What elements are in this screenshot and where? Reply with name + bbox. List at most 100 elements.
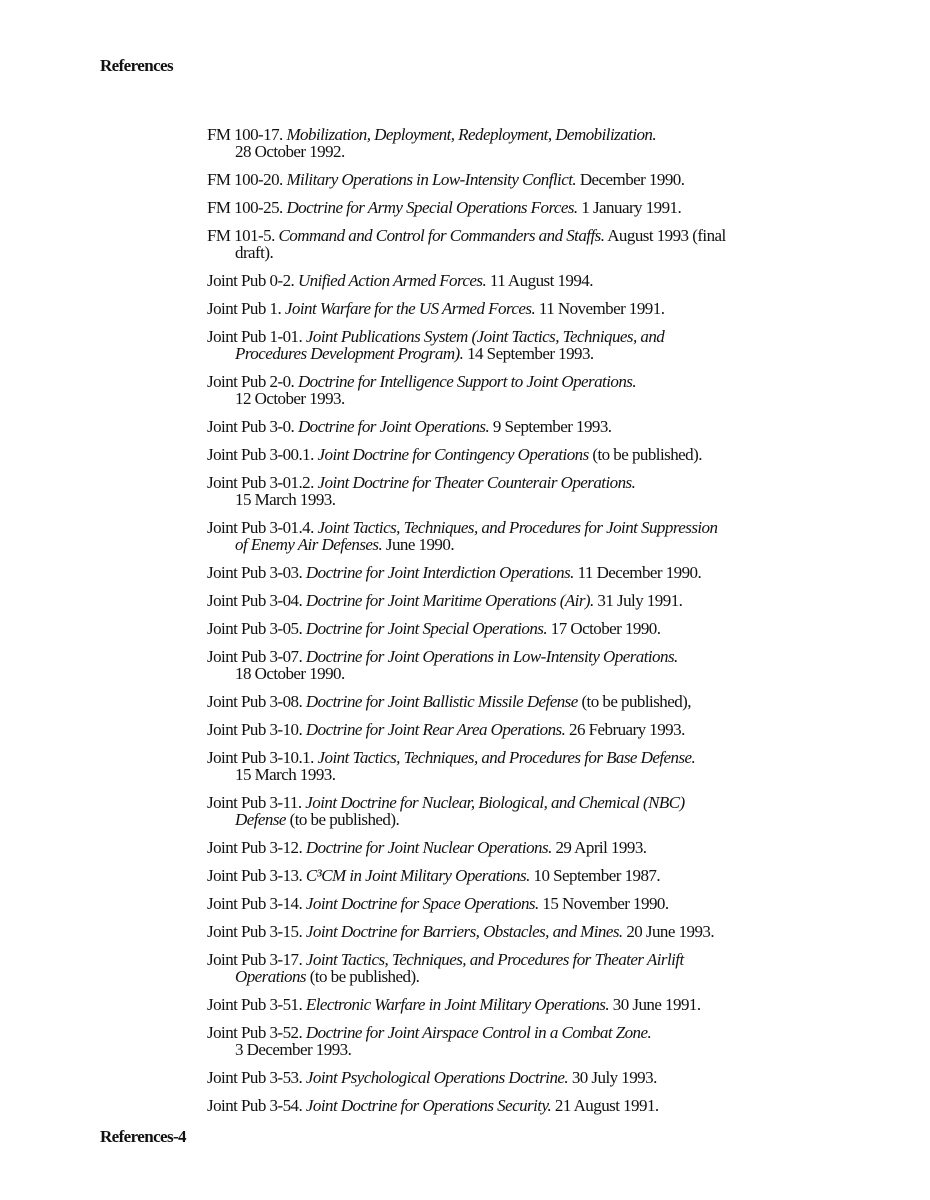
reference-detail: 11 August 1994.	[489, 271, 594, 290]
reference-detail: June 1990.	[385, 535, 455, 554]
reference-line-2: 18 October 1990.	[207, 665, 807, 682]
reference-entry: Joint Pub 3-03. Doctrine for Joint Inter…	[207, 564, 807, 581]
reference-entry: Joint Pub 3-53. Joint Psychological Oper…	[207, 1069, 807, 1086]
reference-title: Doctrine for Joint Special Operations.	[305, 619, 548, 638]
reference-line-1: Joint Pub 2-0. Doctrine for Intelligence…	[207, 373, 807, 390]
reference-detail: 15 November 1990.	[542, 894, 669, 913]
reference-number: Joint Pub 3-52.	[207, 1023, 303, 1042]
reference-line-1: Joint Pub 3-51. Electronic Warfare in Jo…	[207, 996, 807, 1013]
reference-title: Electronic Warfare in Joint Military Ope…	[305, 995, 610, 1014]
reference-number: Joint Pub 3-0.	[207, 417, 295, 436]
reference-entry: Joint Pub 3-01.2. Joint Doctrine for The…	[207, 474, 807, 508]
reference-detail: 30 June 1991.	[612, 995, 701, 1014]
reference-line-2: 3 December 1993.	[207, 1041, 807, 1058]
reference-line-1: Joint Pub 3-54. Joint Doctrine for Opera…	[207, 1097, 807, 1114]
reference-entry: Joint Pub 3-05. Doctrine for Joint Speci…	[207, 620, 807, 637]
reference-line-1: Joint Pub 3-12. Doctrine for Joint Nucle…	[207, 839, 807, 856]
reference-detail: 14 September 1993.	[467, 344, 594, 363]
reference-detail: 30 July 1993.	[571, 1068, 658, 1087]
reference-number: FM 100-20.	[207, 170, 283, 189]
reference-detail: 12 October 1993.	[235, 389, 345, 408]
reference-title: Doctrine for Joint Rear Area Operations.	[305, 720, 566, 739]
reference-detail: 11 December 1990.	[577, 563, 702, 582]
reference-title: Doctrine for Joint Interdiction Operatio…	[305, 563, 575, 582]
reference-entry: FM 101-5. Command and Control for Comman…	[207, 227, 807, 261]
reference-detail: 31 July 1991.	[597, 591, 683, 610]
reference-title: Joint Tactics, Techniques, and Procedure…	[317, 748, 696, 767]
reference-entry: Joint Pub 3-04. Doctrine for Joint Marit…	[207, 592, 807, 609]
reference-line-1: Joint Pub 3-14. Joint Doctrine for Space…	[207, 895, 807, 912]
reference-detail: 17 October 1990.	[550, 619, 661, 638]
reference-detail: December 1990.	[579, 170, 685, 189]
reference-title-continued: Operations	[235, 967, 307, 986]
reference-number: Joint Pub 3-01.2.	[207, 473, 314, 492]
reference-title: Unified Action Armed Forces.	[297, 271, 487, 290]
reference-number: Joint Pub 3-07.	[207, 647, 303, 666]
reference-number: Joint Pub 3-00.1.	[207, 445, 314, 464]
reference-number: Joint Pub 3-53.	[207, 1068, 303, 1087]
reference-entry: Joint Pub 3-01.4. Joint Tactics, Techniq…	[207, 519, 807, 553]
reference-title-continued: of Enemy Air Defenses.	[235, 535, 383, 554]
reference-number: Joint Pub 1-01.	[207, 327, 303, 346]
reference-detail: draft).	[235, 243, 274, 262]
reference-detail: 9 September 1993.	[492, 417, 612, 436]
reference-title: Doctrine for Joint Airspace Control in a…	[305, 1023, 652, 1042]
reference-line-1: Joint Pub 3-08. Doctrine for Joint Balli…	[207, 693, 807, 710]
reference-number: Joint Pub 3-14.	[207, 894, 303, 913]
reference-number: Joint Pub 3-10.	[207, 720, 303, 739]
reference-line-1: Joint Pub 3-05. Doctrine for Joint Speci…	[207, 620, 807, 637]
reference-entry: Joint Pub 2-0. Doctrine for Intelligence…	[207, 373, 807, 407]
reference-entry: Joint Pub 3-0. Doctrine for Joint Operat…	[207, 418, 807, 435]
reference-number: Joint Pub 3-05.	[207, 619, 303, 638]
reference-line-2: Defense (to be published).	[207, 811, 807, 828]
reference-entry: Joint Pub 3-14. Joint Doctrine for Space…	[207, 895, 807, 912]
reference-number: Joint Pub 3-54.	[207, 1096, 303, 1115]
reference-detail: 3 December 1993.	[235, 1040, 352, 1059]
reference-line-2: 28 October 1992.	[207, 143, 807, 160]
reference-title: Joint Doctrine for Barriers, Obstacles, …	[305, 922, 623, 941]
reference-title: Military Operations in Low-Intensity Con…	[286, 170, 577, 189]
reference-line-2: Procedures Development Program). 14 Sept…	[207, 345, 807, 362]
reference-number: Joint Pub 1.	[207, 299, 282, 318]
reference-line-1: Joint Pub 3-00.1. Joint Doctrine for Con…	[207, 446, 807, 463]
reference-entry: Joint Pub 3-00.1. Joint Doctrine for Con…	[207, 446, 807, 463]
reference-line-2: draft).	[207, 244, 807, 261]
page-footer: References-4	[100, 1127, 187, 1146]
reference-list: FM 100-17. Mobilization, Deployment, Red…	[207, 126, 807, 1125]
reference-title: Joint Doctrine for Theater Counterair Op…	[317, 473, 636, 492]
reference-entry: FM 100-20. Military Operations in Low-In…	[207, 171, 807, 188]
reference-line-1: FM 100-17. Mobilization, Deployment, Red…	[207, 126, 807, 143]
reference-line-1: Joint Pub 3-53. Joint Psychological Oper…	[207, 1069, 807, 1086]
reference-title: Doctrine for Joint Operations in Low-Int…	[305, 647, 678, 666]
reference-title-continued: Procedures Development Program).	[235, 344, 464, 363]
reference-entry: Joint Pub 3-15. Joint Doctrine for Barri…	[207, 923, 807, 940]
reference-line-1: Joint Pub 3-04. Doctrine for Joint Marit…	[207, 592, 807, 609]
reference-line-2: 15 March 1993.	[207, 491, 807, 508]
reference-entry: Joint Pub 0-2. Unified Action Armed Forc…	[207, 272, 807, 289]
reference-number: Joint Pub 3-13.	[207, 866, 303, 885]
reference-entry: Joint Pub 3-10. Doctrine for Joint Rear …	[207, 721, 807, 738]
reference-number: Joint Pub 3-17.	[207, 950, 303, 969]
reference-line-1: Joint Pub 3-10. Doctrine for Joint Rear …	[207, 721, 807, 738]
reference-detail: (to be published),	[581, 692, 691, 711]
reference-line-1: Joint Pub 3-0. Doctrine for Joint Operat…	[207, 418, 807, 435]
reference-detail: 1 January 1991.	[581, 198, 682, 217]
reference-line-2: 15 March 1993.	[207, 766, 807, 783]
reference-detail: 10 September 1987.	[533, 866, 661, 885]
reference-number: Joint Pub 3-01.4.	[207, 518, 314, 537]
reference-detail: (to be published).	[289, 810, 400, 829]
reference-line-1: Joint Pub 3-03. Doctrine for Joint Inter…	[207, 564, 807, 581]
reference-title: Doctrine for Joint Nuclear Operations.	[305, 838, 552, 857]
reference-title: Command and Control for Commanders and S…	[278, 226, 605, 245]
reference-number: Joint Pub 3-15.	[207, 922, 303, 941]
reference-line-1: Joint Pub 3-17. Joint Tactics, Technique…	[207, 951, 807, 968]
reference-title: Joint Publications System (Joint Tactics…	[305, 327, 665, 346]
reference-title: Doctrine for Intelligence Support to Joi…	[297, 372, 637, 391]
reference-entry: Joint Pub 3-12. Doctrine for Joint Nucle…	[207, 839, 807, 856]
reference-detail: 29 April 1993.	[555, 838, 647, 857]
reference-number: Joint Pub 3-51.	[207, 995, 303, 1014]
reference-line-1: Joint Pub 3-13. C³CM in Joint Military O…	[207, 867, 807, 884]
reference-detail: (to be published).	[592, 445, 702, 464]
reference-detail: 20 June 1993.	[626, 922, 715, 941]
reference-line-1: Joint Pub 3-01.4. Joint Tactics, Techniq…	[207, 519, 807, 536]
